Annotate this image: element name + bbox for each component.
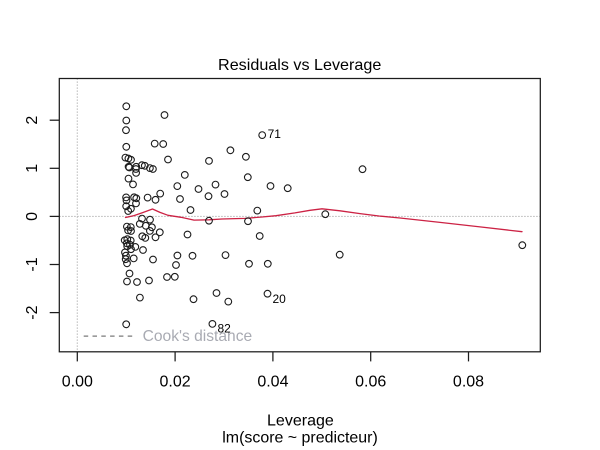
svg-text:0.04: 0.04 xyxy=(257,373,288,390)
svg-text:0.08: 0.08 xyxy=(453,373,484,390)
svg-text:-2: -2 xyxy=(24,305,41,319)
svg-text:20: 20 xyxy=(273,292,287,306)
svg-text:lm(score ~ predicteur): lm(score ~ predicteur) xyxy=(222,430,378,447)
svg-text:Leverage: Leverage xyxy=(267,413,334,430)
svg-text:0: 0 xyxy=(24,212,41,221)
svg-text:0.02: 0.02 xyxy=(160,373,191,390)
svg-text:0.00: 0.00 xyxy=(62,373,93,390)
svg-text:0.06: 0.06 xyxy=(355,373,386,390)
svg-text:82: 82 xyxy=(218,321,232,335)
svg-text:2: 2 xyxy=(24,116,41,125)
svg-text:71: 71 xyxy=(268,127,282,141)
svg-text:Cook's distance: Cook's distance xyxy=(143,328,253,345)
svg-text:Residuals vs Leverage: Residuals vs Leverage xyxy=(218,57,381,74)
svg-text:1: 1 xyxy=(24,164,41,173)
svg-text:-1: -1 xyxy=(24,257,41,271)
